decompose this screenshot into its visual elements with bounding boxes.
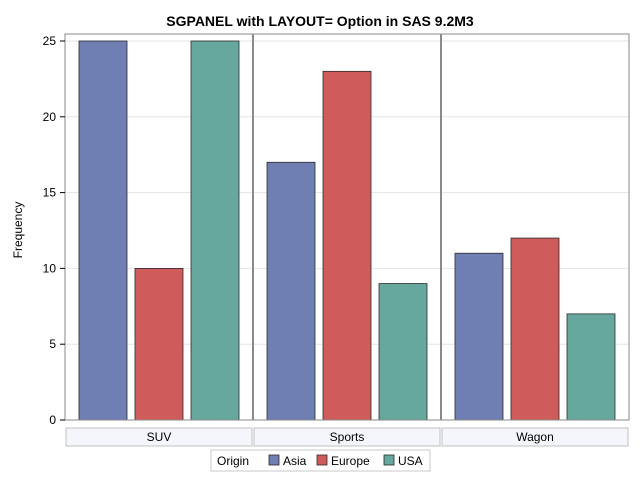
y-tick-label: 0 [49,413,56,427]
y-tick-label: 10 [43,261,57,275]
bar-suv-europe [134,267,184,421]
y-axis-label: Frequency [11,202,25,259]
y-tick-label: 20 [43,110,57,124]
panel-headers-layer: SUV Sports Wagon [65,427,629,447]
legend-swatch-asia [268,454,280,466]
panel-header-suv [65,427,253,447]
bar-sports-usa [378,283,428,421]
panel-header-label: SUV [147,430,172,444]
bar-sports-asia [266,161,316,421]
y-ticks-layer: 0 5 10 15 20 25 [43,34,65,427]
bar-sports-europe [322,70,372,421]
bar-wagon-asia [454,252,504,421]
y-tick-label: 25 [43,34,57,48]
chart-title: SGPANEL with LAYOUT= Option in SAS 9.2M3 [166,13,474,29]
frame-layer [64,33,630,421]
legend: Origin Asia Europe USA [210,449,431,472]
legend-label-asia: Asia [283,454,307,468]
bars-layer [78,40,616,421]
bar-suv-asia [78,40,128,421]
plot-frame [64,33,630,421]
bar-wagon-usa [566,313,616,421]
y-tick-label: 15 [43,186,57,200]
panel-header-wagon [441,427,629,447]
panel-header-label: Wagon [516,430,554,444]
bar-wagon-europe [510,237,560,421]
bar-suv-usa [190,40,240,421]
panel-header-sports [253,427,441,447]
legend-label-usa: USA [398,454,423,468]
panel-header-label: Sports [330,430,365,444]
legend-swatch-usa [383,454,395,466]
legend-title: Origin [217,454,249,468]
y-tick-label: 5 [49,337,56,351]
legend-swatch-europe [316,454,328,466]
legend-label-europe: Europe [331,454,370,468]
